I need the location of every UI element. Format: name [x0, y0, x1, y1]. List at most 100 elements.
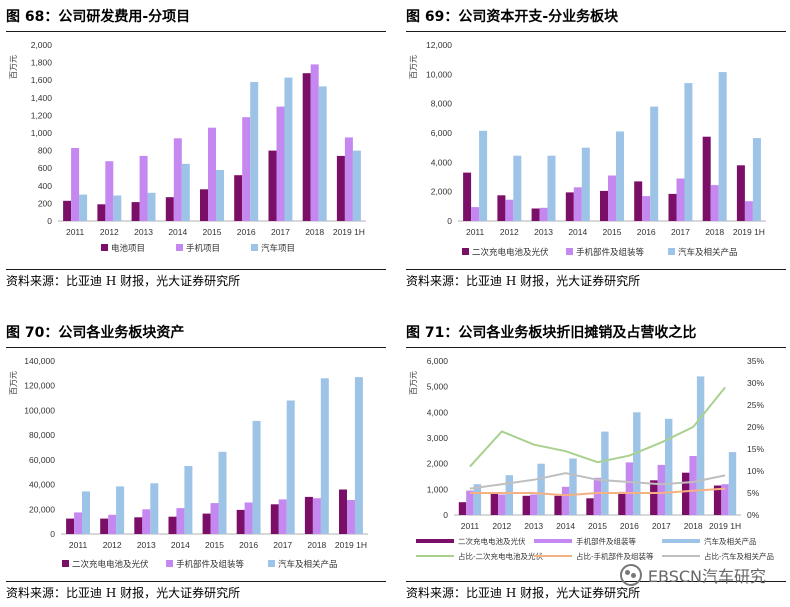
bar: [116, 486, 125, 534]
bar: [684, 83, 693, 221]
y2-tick-label: 20%: [747, 422, 764, 432]
legend-swatch: [268, 560, 275, 567]
bar: [71, 148, 80, 221]
bar: [497, 195, 506, 221]
source-note: 资料来源：比亚迪 H 财报，光大证券研究所: [406, 586, 641, 600]
bar: [625, 462, 634, 515]
bar: [586, 498, 594, 515]
y2-tick-label: 10%: [747, 466, 764, 476]
bar: [752, 138, 761, 221]
y2-tick-label: 30%: [747, 378, 764, 388]
bar: [168, 516, 177, 534]
x-tick-label: 2014: [168, 227, 187, 237]
bar: [682, 472, 690, 515]
legend-label: 二次充电电池及光伏: [458, 536, 526, 546]
y-tick-label: 60,000: [29, 455, 55, 465]
bar: [142, 509, 151, 534]
y2-tick-label: 35%: [747, 356, 764, 366]
bar: [139, 155, 148, 221]
x-tick-label: 2015: [203, 227, 222, 237]
bar: [531, 208, 540, 221]
bar: [216, 170, 224, 221]
legend-label: 手机部件及组装等: [176, 559, 245, 569]
bar: [702, 136, 711, 221]
figure-title: 图 68：公司研发费用-分项目: [6, 9, 191, 25]
bar: [530, 494, 538, 515]
source-note: 资料来源：比亚迪 H 财报，光大证券研究所: [406, 274, 641, 288]
bar: [312, 498, 321, 534]
bar: [505, 199, 514, 221]
figure-70-panel: 图 70：公司各业务板块资产 百万元 0 20,000 40,000 60,000 80,…: [6, 322, 386, 604]
x-tick-label: 2017: [652, 521, 671, 531]
y-tick-label: 1,800: [31, 58, 53, 68]
bar: [505, 475, 513, 515]
y-tick-label: 8,000: [431, 99, 453, 109]
x-tick-label: 2014: [568, 227, 587, 237]
series-line: [469, 487, 726, 497]
bar: [665, 418, 673, 516]
bar: [302, 73, 311, 221]
legend-label: 手机项目: [186, 243, 220, 253]
y-tick-label: 10,000: [426, 69, 452, 79]
bar: [581, 147, 590, 221]
bar: [208, 127, 216, 221]
x-tick-label: 2018: [684, 521, 703, 531]
bar: [668, 193, 677, 221]
figure-68-panel: 图 68：公司研发费用-分项目 百万元 0 200 400 600 800 1,000 1,2…: [6, 6, 386, 291]
bar: [569, 458, 577, 515]
bar: [344, 137, 353, 221]
bar: [561, 486, 570, 515]
bar: [131, 202, 140, 221]
x-tick-label: 2017: [273, 540, 292, 550]
bar: [278, 499, 287, 534]
bar: [236, 509, 245, 534]
bar: [490, 493, 499, 515]
y-tick-label: 40,000: [29, 480, 55, 490]
figure-69-panel: 图 69：公司资本开支-分业务板块 百万元 0 2,000 4,000 6,000 8,0…: [406, 6, 786, 291]
bar: [466, 490, 474, 515]
legend-label: 汽车及相关产品: [704, 536, 757, 546]
figure-title: 图 71：公司各业务板块折旧摊销及占营收之比: [406, 325, 697, 341]
legend-swatch: [662, 539, 700, 543]
bar: [63, 200, 72, 221]
bar: [458, 502, 467, 515]
title-rule: [6, 31, 386, 32]
bar: [676, 178, 685, 221]
bar: [601, 431, 609, 515]
bar: [318, 86, 327, 222]
title-rule: [406, 347, 786, 348]
x-tick-label: 2015: [588, 521, 607, 531]
bar: [134, 517, 143, 534]
y-tick-label: 4,000: [431, 157, 453, 167]
bar: [721, 484, 729, 515]
y-tick-label: 4,000: [427, 407, 449, 417]
bar: [352, 150, 361, 221]
bar: [539, 207, 548, 221]
bar: [634, 181, 643, 221]
bar: [547, 155, 556, 221]
x-tick-label: 2019 1H: [335, 540, 367, 550]
bar: [718, 72, 727, 221]
depreciation-chart: 百万元 0 1,000 2,000 3,000 4,000 5,000 6,000 0% 5% 10…: [409, 356, 774, 561]
bar: [642, 196, 651, 221]
y-tick-label: 200: [38, 198, 52, 208]
bar: [270, 504, 279, 534]
bar: [100, 518, 109, 534]
y-axis-label: 百万元: [409, 371, 418, 395]
legend-label: 占比-手机部件及组装等: [576, 551, 654, 561]
x-tick-label: 2012: [103, 540, 122, 550]
legend-swatch: [534, 539, 572, 543]
legend-swatch: [101, 244, 108, 251]
y-tick-label: 800: [38, 146, 52, 156]
bar: [600, 190, 608, 221]
bar: [696, 376, 705, 515]
legend-swatch: [462, 248, 469, 255]
legend-label: 汽车及相关产品: [278, 559, 338, 569]
bar: [689, 456, 697, 515]
segment-assets-chart: 百万元 0 20,000 40,000 60,000 80,000 100,000 120,0…: [9, 356, 368, 569]
x-tick-label: 2019 1H: [733, 227, 765, 237]
legend-swatch: [566, 248, 573, 255]
bar: [244, 502, 253, 534]
source-note: 资料来源：比亚迪 H 财报，光大证券研究所: [6, 586, 241, 600]
bar: [522, 495, 530, 516]
